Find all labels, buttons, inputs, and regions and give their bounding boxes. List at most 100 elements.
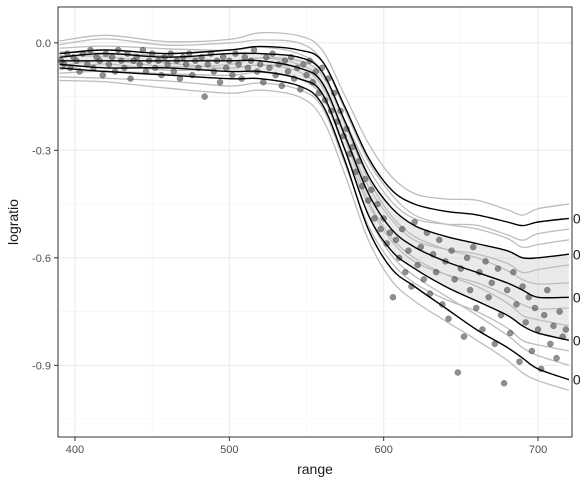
quantile-label: 0.9	[573, 210, 581, 226]
scatter-point	[263, 53, 270, 61]
scatter-point	[540, 311, 548, 319]
scatter-point	[389, 294, 397, 301]
scatter-point	[303, 71, 310, 79]
scatter-point	[503, 286, 511, 294]
scatter-point	[392, 236, 400, 244]
x-tick-label: 600	[375, 444, 393, 456]
x-axis-ticks: 400 500 600 700	[66, 437, 547, 456]
scatter-point	[216, 79, 224, 86]
scatter-point	[281, 57, 289, 64]
quantile-curve	[59, 52, 569, 260]
scatter-point	[250, 46, 258, 54]
scatter-point	[241, 53, 249, 61]
scatter-point	[500, 380, 508, 387]
scatter-point	[170, 68, 178, 75]
scatter-point	[235, 61, 242, 68]
scatter-point	[371, 215, 378, 222]
scatter-point	[201, 93, 208, 100]
interquartile-band	[59, 53, 569, 341]
y-tick-label: -0.9	[32, 360, 51, 372]
x-tick-label: 500	[220, 444, 238, 456]
scatter-point	[405, 247, 412, 254]
scatter-point	[260, 79, 267, 86]
scatter-point	[398, 225, 406, 233]
quantile-curve	[59, 63, 570, 341]
scatter-points	[57, 46, 570, 387]
scatter-point	[550, 322, 557, 330]
scatter-point	[463, 254, 471, 262]
scatter-point	[547, 340, 554, 348]
scatter-point	[402, 268, 409, 276]
scatter-point	[432, 268, 440, 276]
scatter-point	[256, 61, 264, 68]
scatter-point	[377, 225, 384, 233]
scatter-point	[105, 61, 113, 68]
scatter-point	[182, 61, 190, 68]
quantile-band-curve	[59, 79, 570, 391]
scatter-point	[414, 261, 421, 269]
scatter-point	[368, 186, 375, 193]
scatter-point	[436, 236, 443, 244]
scatter-point	[445, 315, 452, 322]
quantile-curve	[59, 59, 569, 299]
scatter-point	[451, 276, 458, 283]
y-axis-title: logratio	[5, 199, 21, 245]
quantile-curve	[59, 67, 570, 381]
quantile-label: 0.75	[573, 246, 581, 262]
scatter-point	[244, 64, 252, 72]
scatter-point	[513, 301, 520, 308]
scatter-point	[516, 358, 523, 365]
x-tick-label: 400	[66, 444, 84, 456]
scatter-point	[553, 354, 560, 362]
scatter-point	[284, 68, 292, 75]
quantile-curves	[59, 45, 570, 381]
y-tick-label: -0.6	[32, 253, 51, 265]
scatter-point	[266, 64, 273, 72]
x-axis-title: range	[297, 461, 333, 477]
quantile-label: 0.1	[573, 372, 581, 388]
scatter-point	[219, 53, 227, 61]
panel-border	[57, 6, 573, 438]
x-tick-label: 700	[529, 444, 547, 456]
scatter-point	[482, 258, 489, 265]
scatter-point	[454, 369, 462, 376]
scatter-point	[229, 71, 236, 79]
scatter-point	[485, 294, 492, 301]
y-tick-label: -0.3	[32, 145, 51, 157]
quantile-band-curve	[59, 31, 570, 216]
scatter-point	[386, 229, 394, 236]
scatter-point	[528, 347, 536, 355]
scatter-point	[488, 279, 495, 287]
scatter-point	[127, 75, 134, 82]
scatter-point	[534, 326, 542, 333]
minor-gridlines	[58, 7, 572, 437]
scatter-point	[420, 276, 428, 283]
quantile-band-curve	[59, 38, 570, 249]
scatter-point	[466, 286, 474, 294]
scatter-point	[531, 304, 539, 312]
scatter-point	[222, 64, 230, 72]
quantile-labels: 0.9 0.75 0.5 0.25 0.1	[573, 210, 581, 387]
scatter-point	[510, 268, 517, 276]
scatter-point	[278, 82, 286, 90]
scatter-point	[469, 243, 477, 251]
y-axis-ticks: 0.0 -0.3 -0.6 -0.9	[32, 38, 58, 372]
scatter-point	[507, 329, 514, 337]
scatter-point	[99, 71, 107, 79]
quantile-curve	[59, 45, 569, 227]
scatter-point	[164, 61, 171, 68]
quantile-band-curves	[59, 31, 570, 391]
quantile-band-curve	[59, 57, 570, 241]
quantile-label: 0.25	[573, 332, 581, 348]
scatter-point	[210, 68, 218, 75]
scatter-point	[136, 61, 144, 68]
scatter-point	[562, 326, 570, 333]
quantile-band-curve	[59, 76, 570, 352]
scatter-point	[448, 247, 455, 254]
quantile-band-curve	[59, 70, 569, 310]
scatter-point	[473, 304, 480, 312]
scatter-point	[108, 53, 116, 61]
quantile-label: 0.5	[573, 289, 581, 305]
scatter-point	[300, 61, 307, 68]
